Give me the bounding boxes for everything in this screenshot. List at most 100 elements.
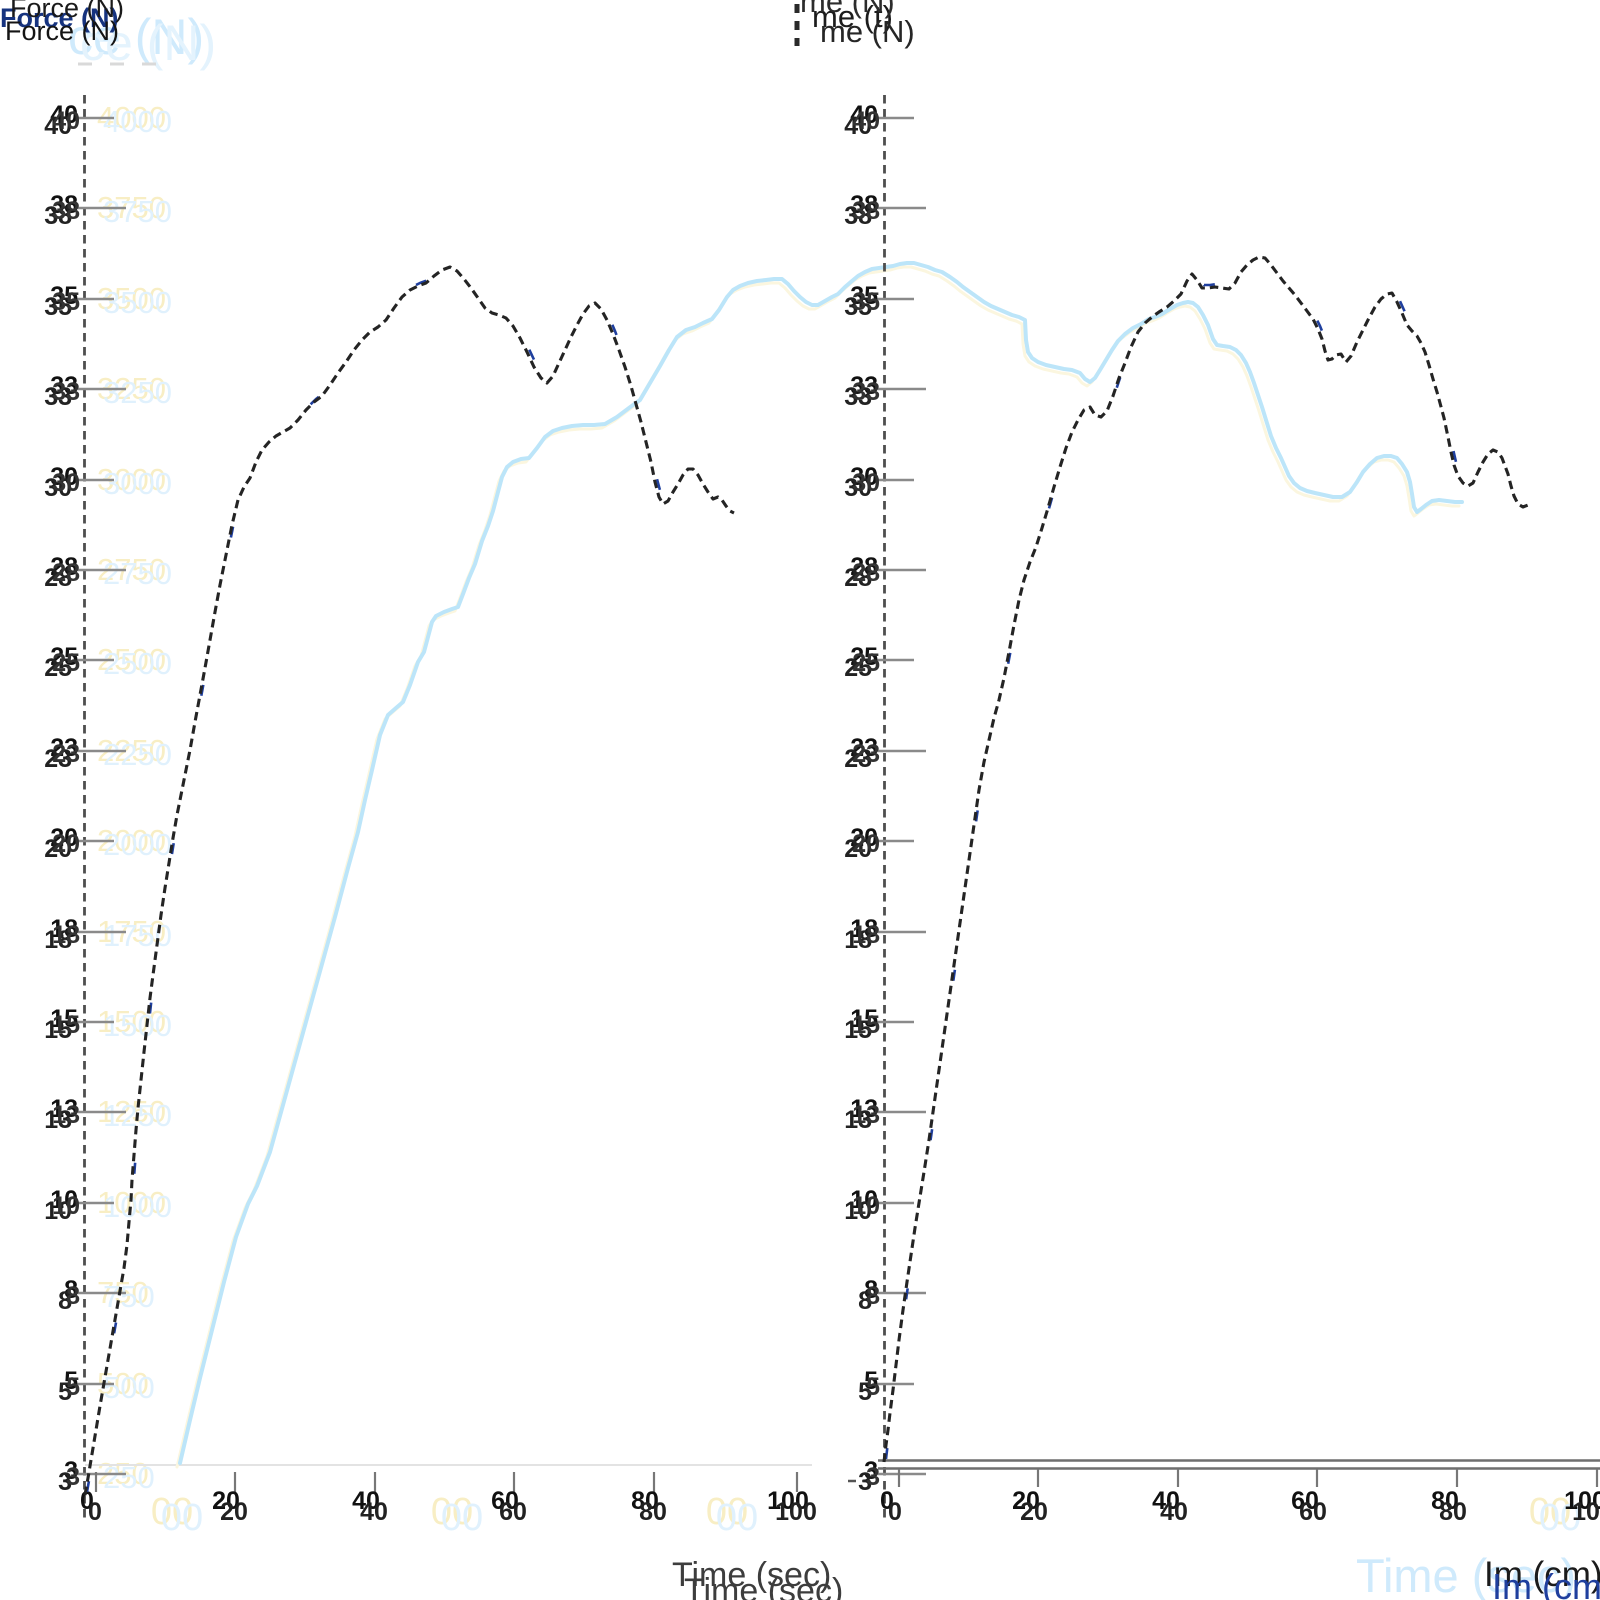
svg-text:30: 30	[50, 463, 78, 491]
svg-text:3: 3	[866, 1463, 880, 1491]
svg-text:20: 20	[52, 830, 80, 858]
svg-text:33: 33	[44, 383, 72, 411]
svg-text:23: 23	[850, 734, 878, 762]
svg-text:80: 80	[631, 1487, 659, 1515]
svg-text:25: 25	[50, 643, 78, 671]
svg-text:20: 20	[852, 830, 880, 858]
svg-text:33: 33	[852, 378, 880, 406]
svg-text:13: 13	[52, 1101, 80, 1129]
svg-text:100: 100	[1572, 1498, 1600, 1526]
svg-text:13: 13	[44, 1106, 72, 1134]
svg-text:5: 5	[66, 1373, 80, 1401]
svg-text:me (N): me (N)	[800, 0, 895, 19]
svg-text:8: 8	[858, 1287, 872, 1315]
svg-text:28: 28	[850, 553, 878, 581]
svg-text:00: 00	[161, 1497, 203, 1539]
svg-text:30: 30	[52, 469, 80, 497]
svg-text:Force (N): Force (N)	[0, 3, 119, 33]
svg-text:3: 3	[858, 1468, 872, 1496]
svg-text:60: 60	[1299, 1498, 1327, 1526]
svg-text:18: 18	[844, 926, 872, 954]
svg-text:30: 30	[844, 474, 872, 502]
svg-text:15: 15	[50, 1005, 78, 1033]
svg-text:40: 40	[50, 101, 78, 129]
svg-text:30: 30	[44, 474, 72, 502]
svg-text:28: 28	[44, 564, 72, 592]
svg-text:35: 35	[852, 288, 880, 316]
svg-text:100: 100	[767, 1487, 809, 1515]
svg-text:3500: 3500	[103, 285, 172, 320]
svg-text:20: 20	[50, 824, 78, 852]
svg-text:100: 100	[1564, 1487, 1600, 1515]
svg-text:60: 60	[491, 1487, 519, 1515]
svg-text:10: 10	[844, 1197, 872, 1225]
svg-text:20: 20	[44, 835, 72, 863]
svg-text:40: 40	[1152, 1487, 1180, 1515]
svg-text:8: 8	[66, 1282, 80, 1310]
svg-text:0: 0	[880, 1487, 894, 1515]
svg-text:3750: 3750	[103, 194, 172, 229]
svg-text:00: 00	[1529, 1491, 1571, 1533]
svg-text:80: 80	[1431, 1487, 1459, 1515]
svg-text:28: 28	[50, 553, 78, 581]
svg-text:10: 10	[52, 1192, 80, 1220]
svg-text:5: 5	[864, 1367, 878, 1395]
svg-text:20: 20	[220, 1498, 248, 1526]
svg-text:Force (N): Force (N)	[5, 16, 119, 46]
svg-text:00: 00	[1539, 1497, 1581, 1539]
svg-text:60: 60	[1291, 1487, 1319, 1515]
svg-text:2000: 2000	[103, 827, 172, 862]
svg-text:3: 3	[66, 1463, 80, 1491]
svg-text:15: 15	[852, 1011, 880, 1039]
svg-text:5: 5	[866, 1373, 880, 1401]
svg-text:33: 33	[850, 372, 878, 400]
svg-text:38: 38	[852, 197, 880, 225]
svg-text:1750: 1750	[103, 918, 172, 953]
svg-text:3: 3	[864, 1457, 878, 1485]
svg-text:33: 33	[52, 378, 80, 406]
svg-text:23: 23	[50, 734, 78, 762]
svg-text:35: 35	[844, 293, 872, 321]
svg-text:20: 20	[844, 835, 872, 863]
svg-text:2500: 2500	[103, 646, 172, 681]
svg-text:2250: 2250	[103, 737, 172, 772]
svg-text:18: 18	[50, 915, 78, 943]
svg-text:ce (N): ce (N)	[80, 15, 216, 71]
svg-text:23: 23	[52, 740, 80, 768]
svg-text:38: 38	[844, 202, 872, 230]
svg-text:3250: 3250	[103, 375, 172, 410]
svg-text:100: 100	[775, 1498, 817, 1526]
svg-text:40: 40	[1160, 1498, 1188, 1526]
svg-text:3: 3	[64, 1457, 78, 1485]
svg-text:00: 00	[706, 1491, 748, 1533]
svg-text:35: 35	[850, 282, 878, 310]
svg-text:18: 18	[852, 921, 880, 949]
svg-text:20: 20	[1012, 1487, 1040, 1515]
svg-text:0: 0	[888, 1498, 902, 1526]
svg-text:33: 33	[50, 372, 78, 400]
svg-text:me (N): me (N)	[820, 14, 915, 49]
svg-text:40: 40	[44, 112, 72, 140]
svg-text:5: 5	[858, 1378, 872, 1406]
svg-text:2750: 2750	[103, 556, 172, 591]
svg-text:10: 10	[50, 1186, 78, 1214]
svg-text:Time (sec): Time (sec)	[672, 1556, 831, 1594]
svg-text:23: 23	[852, 740, 880, 768]
svg-text:Time (sec): Time (sec)	[684, 1572, 843, 1600]
svg-text:3: 3	[58, 1468, 72, 1496]
svg-text:38: 38	[52, 197, 80, 225]
svg-text:18: 18	[44, 926, 72, 954]
svg-text:35: 35	[52, 288, 80, 316]
svg-text:500: 500	[103, 1370, 155, 1405]
svg-text:33: 33	[844, 383, 872, 411]
svg-text:8: 8	[864, 1276, 878, 1304]
svg-text:15: 15	[52, 1011, 80, 1039]
svg-text:5: 5	[64, 1367, 78, 1395]
svg-text:me (t): me (t)	[812, 0, 893, 34]
svg-text:00: 00	[716, 1497, 758, 1539]
svg-text:35: 35	[50, 282, 78, 310]
svg-text:28: 28	[52, 559, 80, 587]
svg-text:10: 10	[852, 1192, 880, 1220]
svg-text:25: 25	[52, 649, 80, 677]
svg-text:25: 25	[844, 654, 872, 682]
